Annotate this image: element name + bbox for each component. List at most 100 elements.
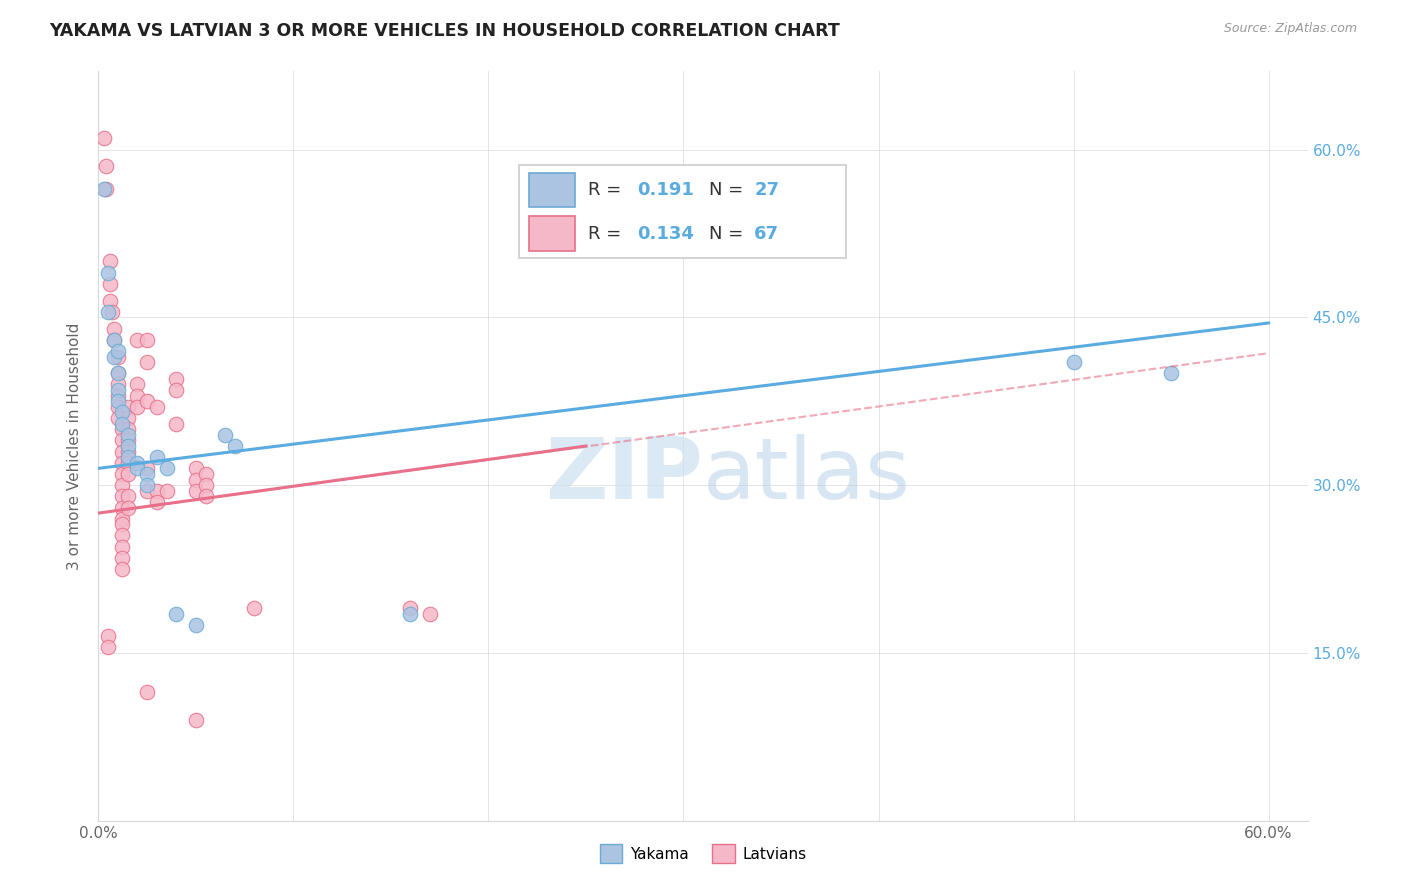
Point (107, 343, 129, 358)
Point (97, 266, 120, 280)
Point (97, 305, 120, 319)
FancyBboxPatch shape (529, 217, 575, 251)
Point (111, 467, 134, 481)
Point (117, 444, 139, 458)
FancyBboxPatch shape (519, 165, 846, 258)
Point (224, 439, 246, 453)
Point (97, 629, 120, 643)
Point (107, 400, 129, 414)
Point (399, 601, 422, 615)
Point (107, 350, 129, 364)
Text: N =: N = (709, 225, 748, 243)
Point (243, 601, 266, 615)
Point (184, 713, 207, 727)
Point (184, 618, 207, 632)
Point (107, 383, 129, 397)
Text: R =: R = (588, 225, 627, 243)
Point (194, 478, 217, 492)
Point (96, 160, 118, 174)
Point (111, 540, 134, 554)
Point (165, 607, 187, 621)
Text: 0.191: 0.191 (637, 181, 693, 199)
Y-axis label: 3 or more Vehicles in Household: 3 or more Vehicles in Household (67, 322, 83, 570)
Point (111, 422, 134, 436)
Point (136, 394, 159, 409)
Point (127, 400, 149, 414)
Point (117, 434, 139, 448)
Point (136, 355, 159, 369)
Point (101, 305, 124, 319)
Point (107, 389, 129, 403)
Point (98, 277, 121, 291)
Point (194, 489, 217, 503)
Point (98, 254, 121, 268)
Point (146, 495, 169, 509)
Point (111, 500, 134, 515)
Point (127, 461, 149, 475)
Point (111, 517, 134, 532)
Text: N =: N = (709, 181, 748, 199)
Point (419, 607, 441, 621)
Point (184, 483, 207, 498)
Point (111, 550, 134, 565)
Point (111, 417, 134, 431)
Point (111, 528, 134, 542)
Text: Source: ZipAtlas.com: Source: ZipAtlas.com (1223, 22, 1357, 36)
Point (117, 450, 139, 465)
Point (111, 562, 134, 576)
Point (146, 483, 169, 498)
Text: YAKAMA VS LATVIAN 3 OR MORE VEHICLES IN HOUSEHOLD CORRELATION CHART: YAKAMA VS LATVIAN 3 OR MORE VEHICLES IN … (49, 22, 839, 40)
Point (103, 333, 125, 347)
Point (117, 427, 139, 442)
Point (97, 640, 120, 655)
Point (111, 405, 134, 419)
Point (136, 467, 159, 481)
Point (184, 461, 207, 475)
Point (117, 456, 139, 470)
Text: 27: 27 (755, 181, 779, 199)
Point (117, 411, 139, 425)
Point (111, 478, 134, 492)
Point (127, 456, 149, 470)
Point (165, 372, 187, 386)
Point (194, 467, 217, 481)
FancyBboxPatch shape (529, 173, 575, 207)
Point (107, 367, 129, 381)
Text: 67: 67 (755, 225, 779, 243)
Text: R =: R = (588, 181, 627, 199)
Text: atlas: atlas (703, 434, 911, 517)
Point (165, 383, 187, 397)
Point (107, 367, 129, 381)
Point (117, 500, 139, 515)
Point (117, 400, 139, 414)
Text: 0.134: 0.134 (637, 225, 693, 243)
Point (136, 461, 159, 475)
Point (127, 377, 149, 392)
Point (93, 182, 115, 196)
Point (93, 131, 115, 145)
Point (156, 483, 179, 498)
Point (1160, 367, 1182, 381)
Point (127, 389, 149, 403)
Point (214, 427, 236, 442)
Point (136, 483, 159, 498)
Point (107, 377, 129, 392)
Point (136, 478, 159, 492)
Point (98, 293, 121, 308)
Point (111, 489, 134, 503)
Point (165, 417, 187, 431)
Point (399, 607, 422, 621)
Text: ZIP: ZIP (546, 434, 703, 517)
Point (1063, 355, 1085, 369)
Point (103, 350, 125, 364)
Point (184, 473, 207, 487)
Point (146, 400, 169, 414)
Point (117, 439, 139, 453)
Point (117, 467, 139, 481)
Point (136, 685, 159, 699)
Point (127, 333, 149, 347)
Point (111, 456, 134, 470)
Point (136, 333, 159, 347)
Point (146, 450, 169, 465)
Point (156, 461, 179, 475)
